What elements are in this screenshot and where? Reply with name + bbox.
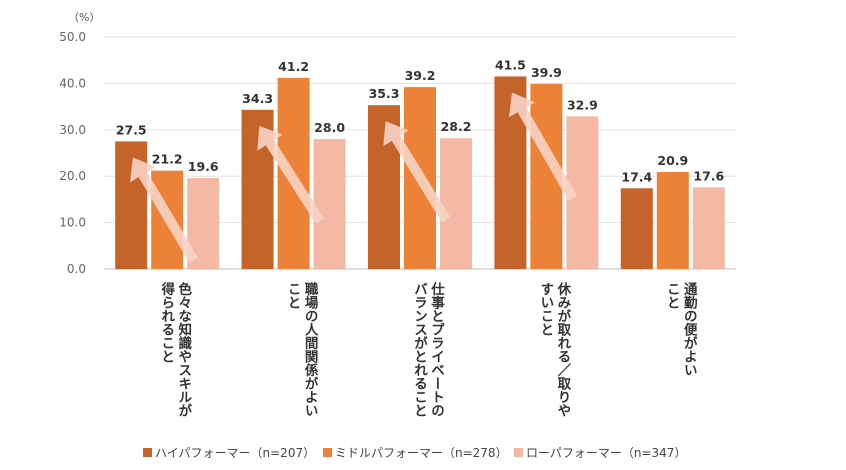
data-label: 39.2: [405, 68, 436, 83]
legend-label: ハイパフォーマー（n=207）: [155, 446, 315, 460]
y-tick-label: 50.0: [59, 30, 86, 44]
category-label: バランスがとれること: [411, 282, 428, 418]
legend-swatch: [514, 448, 523, 457]
data-label: 32.9: [567, 97, 598, 112]
trend-arrow-head: [257, 125, 283, 151]
data-label: 28.0: [314, 120, 345, 135]
unit-label: （%）: [68, 11, 100, 24]
legend-swatch: [323, 448, 332, 457]
data-label: 35.3: [369, 86, 400, 101]
bar: [115, 141, 148, 269]
data-label: 20.9: [657, 153, 688, 168]
y-tick-label: 40.0: [59, 76, 86, 90]
legend-swatch: [143, 448, 152, 457]
data-label: 41.5: [495, 57, 526, 72]
data-label: 17.6: [693, 168, 724, 183]
category-label: すいこと: [537, 282, 553, 337]
legend-label: ローパフォーマー（n=347）: [526, 446, 686, 460]
y-tick-label: 0.0: [67, 262, 86, 276]
data-labels: 27.5 34.3 35.3 41.5 17.4 21.2 41.2 39.2 39.9 20.9…: [116, 57, 725, 184]
data-label: 27.5: [116, 122, 147, 137]
data-label: 34.3: [242, 91, 273, 106]
category-label: 休みが取れる／取りや: [554, 281, 572, 418]
category-label: 職場の人間関係がよい: [302, 281, 319, 417]
bar: [620, 188, 653, 269]
data-label: 39.9: [531, 65, 562, 80]
data-label: 21.2: [152, 152, 183, 167]
bar: [440, 138, 472, 269]
y-tick-label: 30.0: [59, 123, 86, 137]
trend-arrow-shaft: [391, 135, 451, 223]
trend-arrow-head: [130, 157, 156, 183]
trend-arrow-head: [383, 121, 409, 147]
legend-label: ミドルパフォーマー（n=278）: [335, 446, 508, 460]
category-label: こと: [285, 282, 301, 309]
legend: ハイパフォーマー（n=207） ミドルパフォーマー（n=278） ローパフォーマー（…: [143, 446, 686, 460]
category-label: 得られること: [158, 281, 176, 364]
trend-arrow-shaft: [265, 140, 325, 224]
trend-arrow-shaft: [517, 107, 578, 201]
trend-arrow-shaft: [138, 172, 198, 263]
y-tick-label: 10.0: [59, 216, 86, 230]
bar: [656, 172, 689, 269]
category-label: 色々な知識やスキルが: [175, 281, 192, 418]
trend-arrows: [130, 92, 578, 263]
data-label: 17.4: [621, 169, 652, 184]
data-label: 41.2: [278, 59, 309, 74]
category-label: 通勤の便がよい: [681, 282, 698, 377]
category-label: こと: [664, 282, 680, 309]
bar: [692, 187, 725, 269]
category-label: 仕事とプライベートの: [428, 281, 446, 418]
data-label: 19.6: [188, 159, 219, 174]
data-label: 28.2: [441, 119, 472, 134]
y-tick-label: 20.0: [59, 169, 86, 183]
bar: [313, 139, 346, 269]
y-axis: 0.0 10.0 20.0 30.0 40.0 50.0: [59, 30, 86, 276]
trend-arrow-head: [508, 92, 535, 118]
